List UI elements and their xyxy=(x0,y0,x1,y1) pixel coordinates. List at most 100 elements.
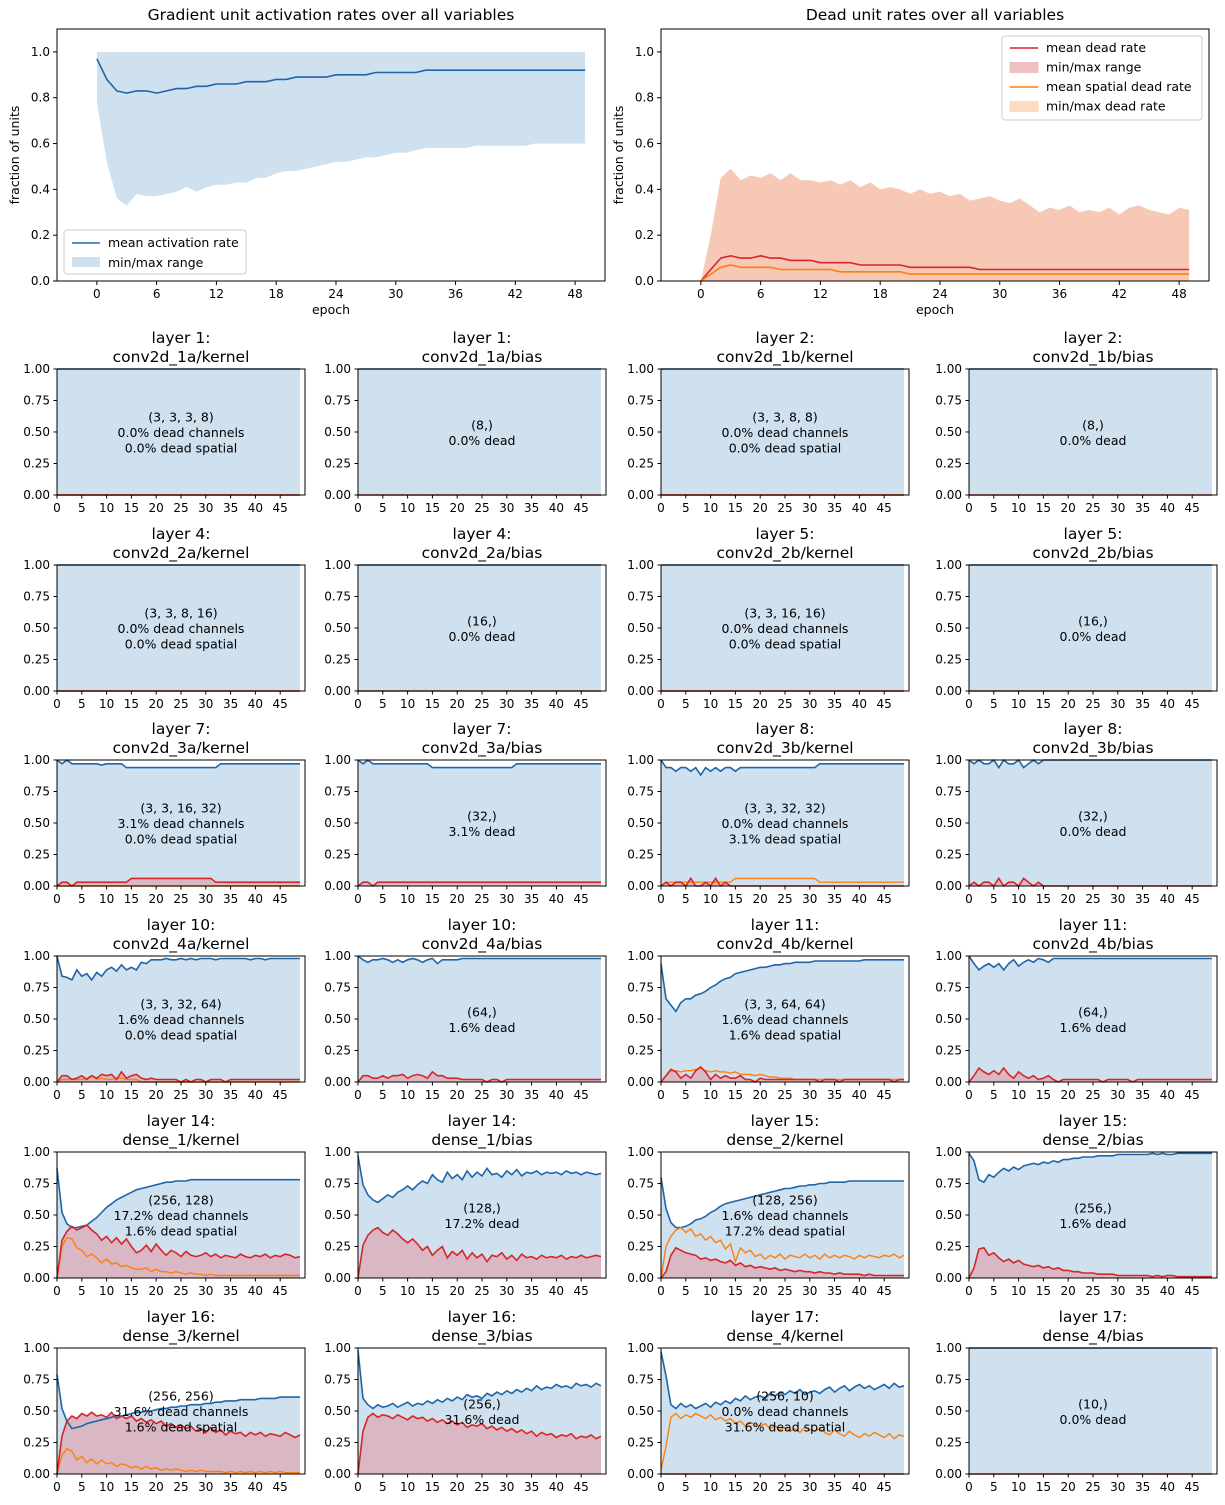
small-chart: 0 5 10 15 20 25 30 35 40 45 0.00 0.25 0.50 0.75 1.00 la… xyxy=(935,1308,1218,1494)
y-tick-label: 1.00 xyxy=(627,558,654,572)
x-tick-label: 15 xyxy=(1036,1088,1051,1102)
annotation-text: (128,) xyxy=(463,1200,501,1215)
x-tick-label: 40 xyxy=(248,892,263,906)
x-tick-label: 40 xyxy=(248,697,263,711)
chart-title: conv2d_4a/bias xyxy=(422,935,543,954)
x-tick-label: 35 xyxy=(223,697,238,711)
y-tick-label: 1.00 xyxy=(324,362,351,376)
y-tick-label: 0.25 xyxy=(935,457,962,471)
x-tick-label: 5 xyxy=(78,1088,86,1102)
chart-title: layer 14: xyxy=(147,1112,216,1130)
chart-title: dense_1/bias xyxy=(431,1131,532,1150)
x-tick-label: 30 xyxy=(499,1480,514,1494)
activation-fill xyxy=(661,1351,904,1474)
y-tick-label: 0.00 xyxy=(935,1075,962,1089)
x-tick-label: 35 xyxy=(1135,1088,1150,1102)
x-tick-label: 25 xyxy=(1085,892,1100,906)
x-tick-label: 35 xyxy=(223,1480,238,1494)
x-tick-label: 20 xyxy=(149,697,164,711)
x-tick-label: 10 xyxy=(703,1480,718,1494)
annotation-text: 0.0% dead spatial xyxy=(125,637,238,652)
y-tick-label: 0.50 xyxy=(627,1404,654,1418)
x-tick-label: 40 xyxy=(852,697,867,711)
y-tick-label: 0.6 xyxy=(635,137,654,151)
chart-title: conv2d_3b/bias xyxy=(1032,739,1153,758)
chart-title: conv2d_2a/bias xyxy=(422,544,543,563)
chart-title: layer 15: xyxy=(1059,1112,1128,1130)
x-tick-label: 12 xyxy=(813,287,828,301)
x-tick-label: 45 xyxy=(1185,1480,1200,1494)
y-tick-label: 0.50 xyxy=(324,1404,351,1418)
activation-line xyxy=(968,1152,1212,1184)
chart-title: layer 16: xyxy=(448,1308,517,1326)
chart-title: layer 16: xyxy=(147,1308,216,1326)
x-tick-label: 30 xyxy=(802,1480,817,1494)
chart-title: layer 10: xyxy=(448,916,517,934)
plot-frame xyxy=(660,28,1210,282)
x-tick-label: 40 xyxy=(549,697,564,711)
plot-frame xyxy=(56,28,606,282)
x-tick-label: 30 xyxy=(499,501,514,515)
activation-fill xyxy=(57,565,300,691)
x-tick-label: 15 xyxy=(124,501,139,515)
x-tick-label: 5 xyxy=(990,1284,998,1298)
x-tick-label: 0 xyxy=(53,892,61,906)
x-tick-label: 20 xyxy=(450,501,465,515)
x-tick-label: 10 xyxy=(99,892,114,906)
y-tick-label: 0.00 xyxy=(324,879,351,893)
x-tick-label: 20 xyxy=(450,1088,465,1102)
y-tick-label: 0.00 xyxy=(935,1467,962,1481)
x-tick-label: 10 xyxy=(400,1480,415,1494)
x-tick-label: 35 xyxy=(1135,1284,1150,1298)
x-tick-label: 15 xyxy=(124,892,139,906)
x-tick-label: 30 xyxy=(198,892,213,906)
x-tick-label: 0 xyxy=(53,1480,61,1494)
chart-title: dense_4/kernel xyxy=(726,1327,843,1346)
y-tick-label: 0.25 xyxy=(324,1044,351,1058)
chart-title: conv2d_2a/kernel xyxy=(113,544,250,563)
small-chart: 0 5 10 15 20 25 30 35 40 45 0.00 0.25 0.50 0.75 1.00 la… xyxy=(627,525,910,711)
y-tick-label: 0.50 xyxy=(935,621,962,635)
x-tick-label: 0 xyxy=(354,892,362,906)
chart-title: layer 7: xyxy=(152,720,211,738)
y-tick-label: 1.00 xyxy=(627,1145,654,1159)
y-tick-label: 0.50 xyxy=(627,425,654,439)
x-tick-label: 0 xyxy=(965,1088,973,1102)
y-tick-label: 1.00 xyxy=(935,558,962,572)
activation-fill xyxy=(969,565,1212,691)
y-tick-label: 0.50 xyxy=(935,1404,962,1418)
annotation-text: (256, 128) xyxy=(148,1193,213,1208)
y-tick-label: 0.4 xyxy=(635,182,654,196)
x-tick-label: 35 xyxy=(827,892,842,906)
y-tick-label: 0.50 xyxy=(23,1404,50,1418)
y-tick-label: 0.0 xyxy=(31,274,50,288)
y-tick-label: 0.4 xyxy=(31,182,50,196)
x-tick-label: 5 xyxy=(682,1480,690,1494)
activation-fill xyxy=(661,760,904,886)
spatial-minmax-band xyxy=(700,168,1190,281)
annotation-text: (3, 3, 8, 16) xyxy=(144,606,217,621)
x-tick-label: 30 xyxy=(1110,892,1125,906)
x-tick-label: 20 xyxy=(450,892,465,906)
x-tick-label: 40 xyxy=(248,1088,263,1102)
y-tick-label: 0.00 xyxy=(935,879,962,893)
x-tick-label: 20 xyxy=(149,892,164,906)
small-chart: 0 5 10 15 20 25 30 35 40 45 0.00 0.25 0.50 0.75 1.00 la… xyxy=(23,1112,306,1298)
dead-fill xyxy=(57,1225,300,1278)
y-tick-label: 0.25 xyxy=(23,457,50,471)
x-tick-label: 15 xyxy=(1036,501,1051,515)
x-tick-label: 30 xyxy=(802,1284,817,1298)
chart-title: dense_2/kernel xyxy=(726,1131,843,1150)
chart-title: layer 5: xyxy=(1064,525,1123,543)
spatial-dead-line xyxy=(56,1236,300,1279)
chart-title: layer 15: xyxy=(751,1112,820,1130)
x-tick-label: 25 xyxy=(173,1480,188,1494)
x-tick-label: 0 xyxy=(965,501,973,515)
y-tick-label: 0.75 xyxy=(935,981,962,995)
y-tick-label: 0.75 xyxy=(324,590,351,604)
y-tick-label: 0.25 xyxy=(935,1240,962,1254)
y-tick-label: 0.75 xyxy=(627,1373,654,1387)
y-tick-label: 0.25 xyxy=(324,1436,351,1450)
x-tick-label: 40 xyxy=(1160,1284,1175,1298)
